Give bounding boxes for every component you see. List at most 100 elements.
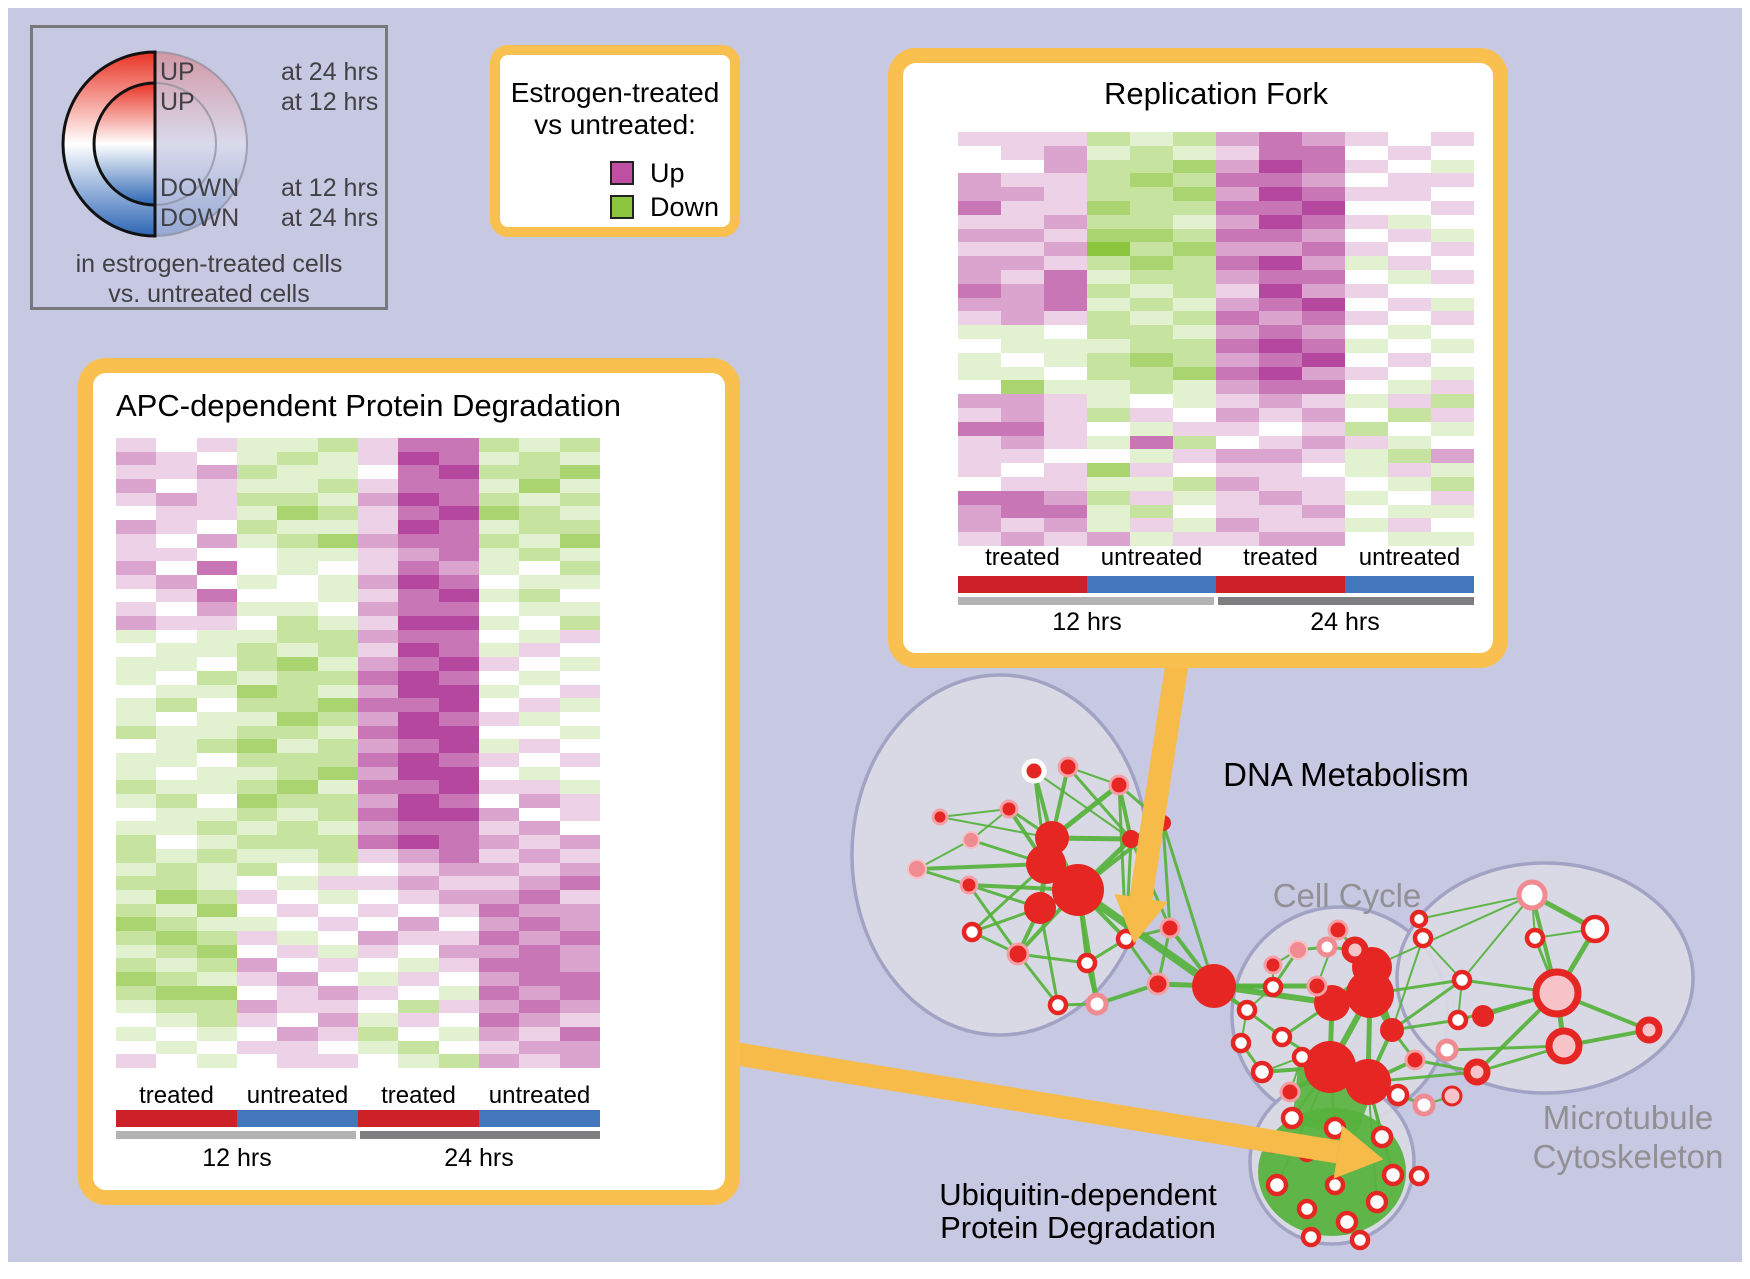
network-node xyxy=(1381,1163,1405,1187)
heatmap-cell xyxy=(398,780,439,795)
heatmap-cell xyxy=(196,958,237,973)
apc-group-treated-12: treated xyxy=(139,1082,214,1109)
heatmap-cell xyxy=(156,862,197,877)
heatmap-cell xyxy=(1001,463,1044,477)
network-node xyxy=(1146,972,1170,996)
heatmap-cell xyxy=(196,451,237,466)
heatmap-cell xyxy=(1259,366,1302,381)
heatmap-cell xyxy=(1388,435,1431,450)
heatmap-cell xyxy=(1345,325,1388,339)
heatmap-cell xyxy=(1345,187,1388,201)
replication-fork-title: Replication Fork xyxy=(1104,76,1328,111)
network-node xyxy=(961,921,983,943)
heatmap-cell xyxy=(559,711,600,726)
heatmap-cell xyxy=(1173,228,1216,243)
heatmap-cell xyxy=(958,132,1001,146)
heatmap-cell xyxy=(317,547,358,562)
network-node xyxy=(1006,942,1030,966)
heatmap-cell xyxy=(1345,214,1388,229)
heatmap-cell xyxy=(519,931,560,945)
heatmap-cell xyxy=(116,1054,157,1068)
heatmap-cell xyxy=(1216,352,1259,367)
heatmap-cell xyxy=(116,643,157,658)
heatmap-cell xyxy=(156,438,197,452)
heatmap-cell xyxy=(317,479,358,493)
heatmap-cell xyxy=(1259,173,1302,188)
heatmap-cell xyxy=(478,561,520,575)
heatmap-cell xyxy=(1431,532,1474,546)
heatmap-cell xyxy=(1345,159,1388,174)
untreated-bar xyxy=(479,1110,600,1127)
heatmap-cell xyxy=(519,616,560,630)
heatmap-cell xyxy=(438,752,479,767)
heatmap-cell xyxy=(559,999,600,1014)
heatmap-cell xyxy=(438,780,479,795)
heatmap-cell xyxy=(1302,504,1345,519)
heatmap-cell xyxy=(1130,421,1173,436)
heatmap-cell xyxy=(519,876,560,890)
rf-label-12hrs: 12 hrs xyxy=(1052,608,1122,636)
heatmap-cell xyxy=(277,889,318,904)
heatmap-cell xyxy=(438,1040,479,1055)
heatmap-cell xyxy=(317,972,358,986)
heatmap-cell xyxy=(357,725,399,740)
heatmap-cell xyxy=(116,944,157,959)
heatmap-cell xyxy=(519,794,560,808)
heatmap-cell xyxy=(958,311,1001,326)
heatmap-cell xyxy=(277,492,318,507)
heatmap-cell xyxy=(1431,394,1474,408)
heatmap-cell xyxy=(116,657,157,671)
heatmap-cell xyxy=(357,547,399,562)
heatmap-cell xyxy=(519,944,560,959)
heatmap-cell xyxy=(438,794,479,808)
heatmap-cell xyxy=(317,657,358,671)
heatmap-cell xyxy=(1001,449,1044,464)
heatmap-cell xyxy=(1259,311,1302,326)
heatmap-cell xyxy=(1388,532,1431,546)
heatmap-cell xyxy=(357,794,399,808)
heatmap-cell xyxy=(1388,145,1431,160)
heatmap-cell xyxy=(1130,214,1173,229)
heatmap-cell xyxy=(1001,477,1044,491)
heatmap-cell xyxy=(559,848,600,863)
heatmap-cell xyxy=(1173,297,1216,312)
heatmap-cell xyxy=(317,958,358,973)
heatmap-cell xyxy=(1173,187,1216,201)
heatmap-cell xyxy=(156,643,197,658)
heatmap-cell xyxy=(156,848,197,863)
network-edge xyxy=(1461,894,1533,981)
heatmap-cell xyxy=(196,1054,237,1068)
heatmap-cell xyxy=(1216,297,1259,312)
heatmap-cell xyxy=(277,506,318,521)
heatmap-cell xyxy=(1431,380,1474,395)
untreated-bar xyxy=(1087,576,1216,593)
heatmap-cell xyxy=(1259,518,1302,533)
heatmap-cell xyxy=(116,780,157,795)
heatmap-cell xyxy=(438,917,479,932)
heatmap-cell xyxy=(1173,173,1216,188)
heatmap-cell xyxy=(1130,187,1173,201)
heatmap-cell xyxy=(1345,352,1388,367)
network-node xyxy=(1386,1083,1410,1107)
heatmap-cell xyxy=(1216,339,1259,353)
heatmap-cell xyxy=(156,670,197,685)
heatmap-cell xyxy=(1259,477,1302,491)
network-node xyxy=(1296,1198,1318,1220)
network-node xyxy=(1316,936,1338,958)
key-caption-line2: vs. untreated cells xyxy=(108,280,310,308)
heatmap-cell xyxy=(478,780,520,795)
heatmap-cell xyxy=(478,1013,520,1027)
heatmap-cell xyxy=(519,643,560,658)
heatmap-cell xyxy=(519,766,560,781)
heatmap-cell xyxy=(236,807,278,822)
network-node xyxy=(1291,1046,1313,1068)
heatmap-cell xyxy=(236,1013,278,1027)
heatmap-cell xyxy=(1044,408,1087,422)
heatmap-cell xyxy=(1173,352,1216,367)
heatmap-cell xyxy=(1216,366,1259,381)
heatmap-cell xyxy=(559,944,600,959)
heatmap-cell xyxy=(116,1040,157,1055)
heatmap-cell xyxy=(1259,449,1302,464)
network-node xyxy=(1472,1005,1494,1027)
heatmap-cell xyxy=(236,931,278,945)
